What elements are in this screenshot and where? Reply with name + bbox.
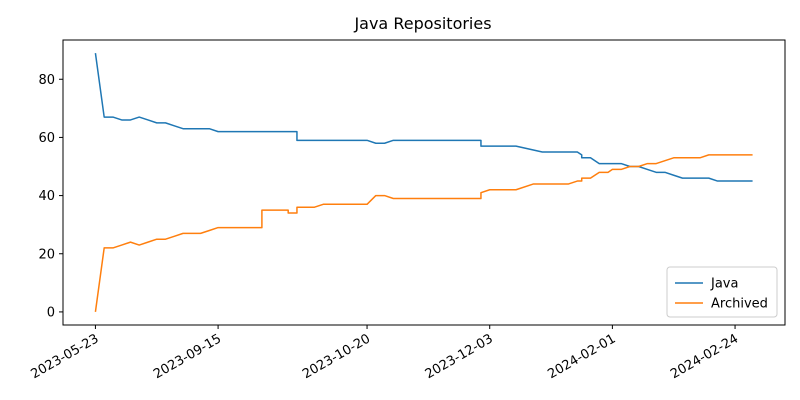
x-tick-label: 2023-10-20: [300, 331, 373, 382]
y-tick-label: 60: [38, 131, 55, 146]
y-tick-label: 40: [38, 189, 55, 204]
legend: Java Archived: [666, 266, 778, 318]
chart-title: Java Repositories: [353, 14, 491, 33]
series-line-java: [94, 52, 753, 182]
x-tick-label: 2024-02-24: [668, 331, 741, 382]
x-axis: 2023-05-23 2023-09-15 2023-10-20 2023-12-03…: [28, 325, 741, 382]
x-tick-label: 2023-09-15: [151, 331, 224, 382]
plot-area: [63, 40, 785, 325]
legend-box: [666, 266, 778, 318]
x-tick-label: 2023-12-03: [423, 331, 496, 382]
series-line-archived: [94, 154, 753, 313]
y-axis: 0 20 40 60 80: [38, 73, 63, 320]
legend-label-java: Java: [710, 277, 738, 292]
x-tick-label: 2023-05-23: [28, 331, 101, 382]
y-tick-label: 0: [47, 305, 55, 320]
plot-frame: [62, 39, 786, 326]
series-layer: [94, 52, 753, 313]
x-tick-label: 2024-02-01: [545, 331, 618, 382]
legend-label-archived: Archived: [711, 297, 768, 312]
y-tick-label: 80: [38, 73, 55, 88]
y-tick-label: 20: [38, 247, 55, 262]
